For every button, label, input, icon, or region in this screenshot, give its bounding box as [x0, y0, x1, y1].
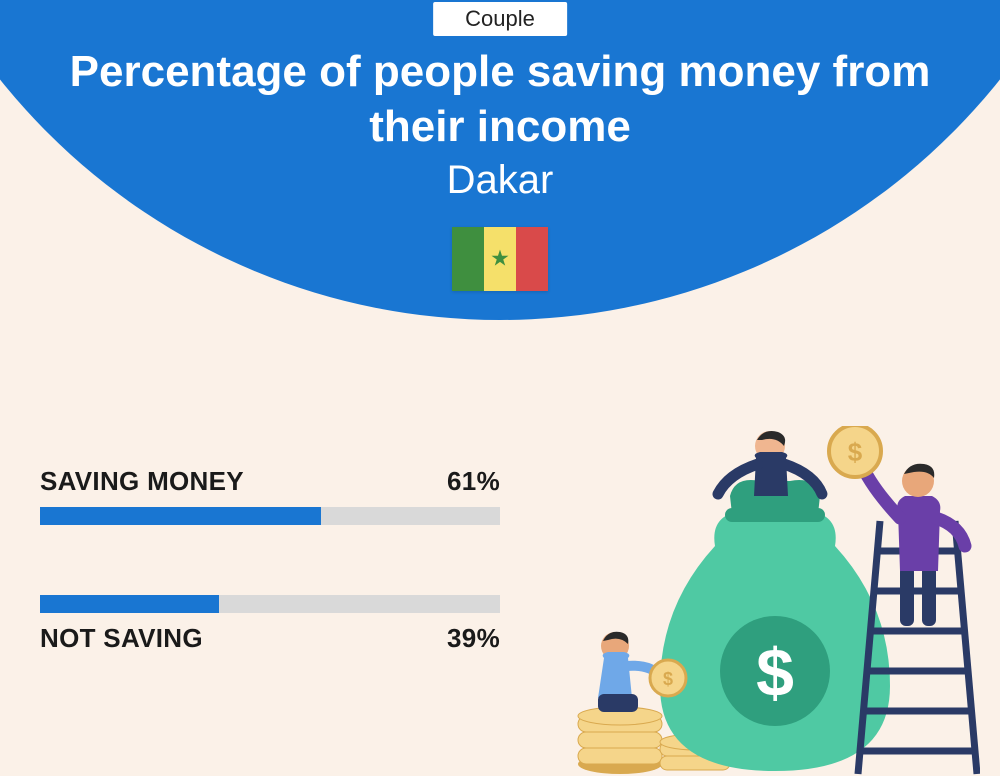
bar-not-saving: NOT SAVING 39%: [40, 595, 500, 654]
flag-star-icon: ★: [490, 248, 510, 270]
bar-label-row: NOT SAVING 39%: [40, 623, 500, 654]
svg-text:$: $: [756, 635, 794, 711]
savings-illustration: $ $ $: [560, 426, 980, 776]
bar-value: 61%: [447, 466, 500, 497]
category-tag: Couple: [433, 2, 567, 36]
bar-value: 39%: [447, 623, 500, 654]
bar-track: [40, 507, 500, 525]
senegal-flag: ★: [452, 227, 548, 291]
bar-chart: SAVING MONEY 61% NOT SAVING 39%: [40, 466, 500, 724]
coin-stack-icon: [578, 707, 662, 774]
city-name: Dakar: [0, 158, 1000, 203]
bar-label-row: SAVING MONEY 61%: [40, 466, 500, 497]
bar-fill: [40, 507, 321, 525]
bar-track: [40, 595, 500, 613]
flag-stripe-red: [516, 227, 548, 291]
bar-label: SAVING MONEY: [40, 466, 244, 497]
bar-label: NOT SAVING: [40, 623, 203, 654]
money-bag-icon: $: [660, 480, 890, 771]
page-title: Percentage of people saving money from t…: [0, 44, 1000, 154]
svg-text:$: $: [663, 669, 673, 689]
flag-stripe-green: [452, 227, 484, 291]
bar-saving-money: SAVING MONEY 61%: [40, 466, 500, 525]
flag-stripe-yellow: ★: [484, 227, 516, 291]
svg-text:$: $: [848, 437, 863, 467]
bar-fill: [40, 595, 219, 613]
